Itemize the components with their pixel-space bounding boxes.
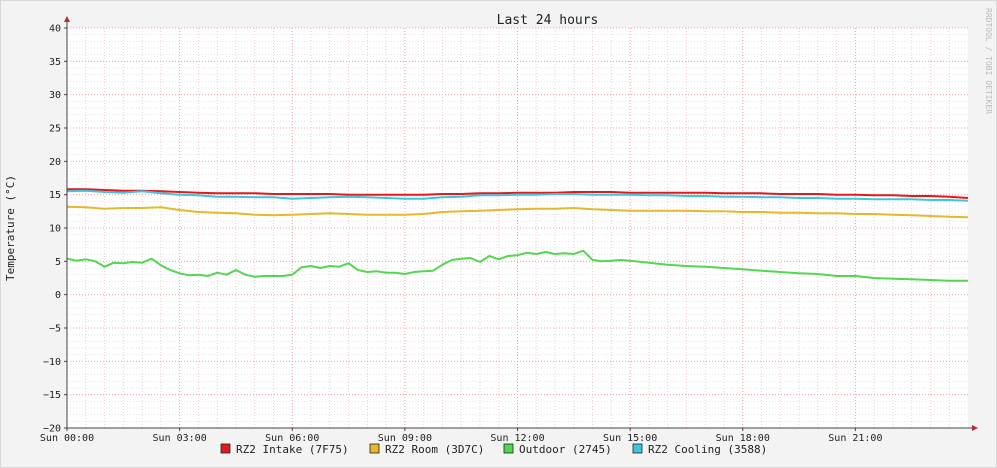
legend-label: Outdoor (2745) <box>519 443 612 456</box>
series-line-1 <box>67 188 969 199</box>
x-tick-label: Sun 12:00 <box>490 433 544 444</box>
watermark-text: RRDTOOL / TOBI OETIKER <box>984 8 993 114</box>
y-tick-label: 5 <box>55 257 61 268</box>
x-tick-label: Sun 15:00 <box>603 433 657 444</box>
legend-label: RZ2 Cooling (3588) <box>648 443 767 456</box>
x-tick-label: Sun 03:00 <box>153 433 207 444</box>
x-tick-label: Sun 00:00 <box>40 433 94 444</box>
x-tick-label: Sun 18:00 <box>716 433 770 444</box>
legend-swatch <box>503 443 514 454</box>
x-axis-arrow <box>972 425 978 431</box>
legend-swatch <box>220 443 231 454</box>
legend-swatch <box>369 443 380 454</box>
y-tick-label: 30 <box>49 90 61 101</box>
y-tick-label: −10 <box>43 357 61 368</box>
y-tick-label: −5 <box>49 324 61 335</box>
x-tick-label: Sun 06:00 <box>265 433 319 444</box>
series-line-2 <box>66 205 969 219</box>
x-tick-label: Sun 09:00 <box>378 433 432 444</box>
chart-title: Last 24 hours <box>497 13 599 28</box>
y-axis-label: Temperature (°C) <box>4 175 17 281</box>
y-tick-label: 35 <box>49 57 61 68</box>
x-tick-label: Sun 21:00 <box>828 433 882 444</box>
legend-label: RZ2 Room (3D7C) <box>385 443 484 456</box>
y-tick-label: 25 <box>49 124 61 135</box>
y-axis-arrow <box>64 16 70 22</box>
series-line-4 <box>66 189 969 202</box>
y-tick-label: 15 <box>49 190 61 201</box>
legend-label: RZ2 Intake (7F75) <box>236 443 349 456</box>
y-tick-label: 40 <box>49 24 61 35</box>
y-tick-label: −15 <box>43 390 61 401</box>
y-tick-label: 10 <box>49 224 61 235</box>
y-tick-label: 20 <box>49 157 61 168</box>
y-tick-label: −20 <box>43 424 61 435</box>
legend-swatch <box>632 443 643 454</box>
y-tick-label: 0 <box>55 290 61 301</box>
series-line-3 <box>66 249 968 282</box>
